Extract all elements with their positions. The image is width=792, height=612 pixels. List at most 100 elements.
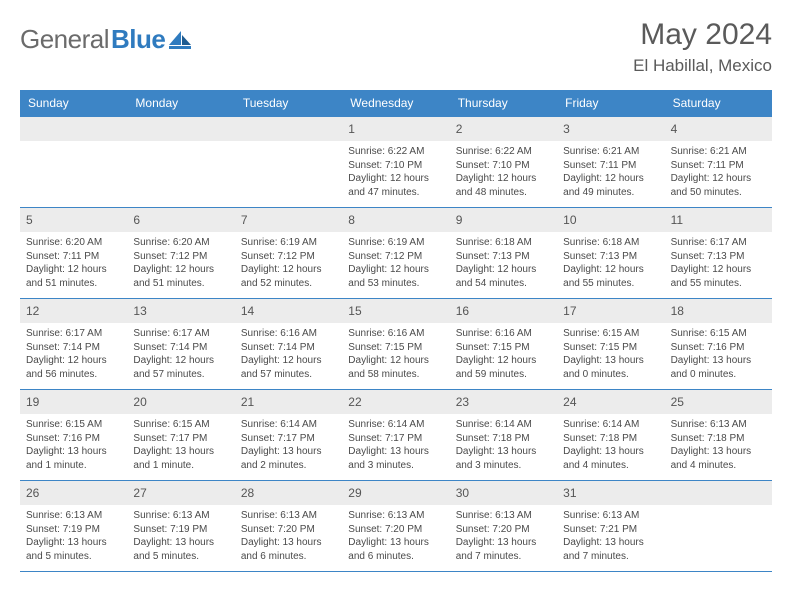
weekday-header-row: SundayMondayTuesdayWednesdayThursdayFrid… xyxy=(20,90,772,117)
day-number-row: 20 xyxy=(127,390,234,414)
day-number-row: . xyxy=(127,117,234,141)
day-number: 3 xyxy=(563,122,570,136)
weekday-header: Thursday xyxy=(450,90,557,117)
day-number: 23 xyxy=(456,395,469,409)
day-number-row: 10 xyxy=(557,208,664,232)
day-number: 1 xyxy=(348,122,355,136)
calendar-day: 11Sunrise: 6:17 AMSunset: 7:13 PMDayligh… xyxy=(665,208,772,298)
calendar-day: 7 Sunrise: 6:19 AMSunset: 7:12 PMDaylight… xyxy=(235,208,342,298)
calendar-day: 9 Sunrise: 6:18 AMSunset: 7:13 PMDaylight… xyxy=(450,208,557,298)
calendar-day: 22 Sunrise: 6:14 AMSunset: 7:17 PMDayligh… xyxy=(342,390,449,480)
day-details: Sunrise: 6:22 AMSunset: 7:10 PMDaylight:… xyxy=(456,145,551,199)
day-number: 13 xyxy=(133,304,146,318)
day-details: Sunrise: 6:14 AMSunset: 7:18 PMDaylight:… xyxy=(563,418,658,472)
day-number-row: 18 xyxy=(665,299,772,323)
day-number-row: . xyxy=(235,117,342,141)
calendar-day: . xyxy=(20,117,127,207)
calendar-day: 19 Sunrise: 6:15 AMSunset: 7:16 PMDayligh… xyxy=(20,390,127,480)
day-details: Sunrise: 6:19 AMSunset: 7:12 PMDaylight:… xyxy=(348,236,443,290)
day-details: Sunrise: 6:21 AMSunset: 7:11 PMDaylight:… xyxy=(671,145,766,199)
day-number-row: 16 xyxy=(450,299,557,323)
day-details: Sunrise: 6:13 AMSunset: 7:20 PMDaylight:… xyxy=(241,509,336,563)
day-number-row: 4 xyxy=(665,117,772,141)
day-number-row: 19 xyxy=(20,390,127,414)
weekday-header: Friday xyxy=(557,90,664,117)
day-number: 4 xyxy=(671,122,678,136)
day-number: 19 xyxy=(26,395,39,409)
day-number-row: 28 xyxy=(235,481,342,505)
calendar-day: 20Sunrise: 6:15 AMSunset: 7:17 PMDayligh… xyxy=(127,390,234,480)
calendar-week: 19 Sunrise: 6:15 AMSunset: 7:16 PMDayligh… xyxy=(20,390,772,481)
day-details: Sunrise: 6:16 AMSunset: 7:14 PMDaylight:… xyxy=(241,327,336,381)
day-number-row: 12 xyxy=(20,299,127,323)
weekday-header: Monday xyxy=(127,90,234,117)
day-number: 9 xyxy=(456,213,463,227)
calendar-day: 4 Sunrise: 6:21 AMSunset: 7:11 PMDaylight… xyxy=(665,117,772,207)
day-details: Sunrise: 6:20 AMSunset: 7:11 PMDaylight:… xyxy=(26,236,121,290)
calendar-day: 15Sunrise: 6:16 AMSunset: 7:15 PMDayligh… xyxy=(342,299,449,389)
calendar-day: 27Sunrise: 6:13 AMSunset: 7:19 PMDayligh… xyxy=(127,481,234,571)
day-number-row: 5 xyxy=(20,208,127,232)
day-number: 17 xyxy=(563,304,576,318)
calendar-day: 28 Sunrise: 6:13 AMSunset: 7:20 PMDayligh… xyxy=(235,481,342,571)
calendar-day: 8 Sunrise: 6:19 AMSunset: 7:12 PMDaylight… xyxy=(342,208,449,298)
day-details: Sunrise: 6:17 AMSunset: 7:14 PMDaylight:… xyxy=(26,327,121,381)
day-number-row: 24 xyxy=(557,390,664,414)
day-number: 24 xyxy=(563,395,576,409)
day-number-row: . xyxy=(20,117,127,141)
day-number-row: 11 xyxy=(665,208,772,232)
day-details: Sunrise: 6:16 AMSunset: 7:15 PMDaylight:… xyxy=(348,327,443,381)
weekday-header: Wednesday xyxy=(342,90,449,117)
day-details: Sunrise: 6:14 AMSunset: 7:17 PMDaylight:… xyxy=(348,418,443,472)
calendar-day: 31Sunrise: 6:13 AMSunset: 7:21 PMDayligh… xyxy=(557,481,664,571)
calendar-week: 12 Sunrise: 6:17 AMSunset: 7:14 PMDayligh… xyxy=(20,299,772,390)
calendar-day: . xyxy=(235,117,342,207)
day-number-row: 22 xyxy=(342,390,449,414)
day-details: Sunrise: 6:19 AMSunset: 7:12 PMDaylight:… xyxy=(241,236,336,290)
day-details: Sunrise: 6:13 AMSunset: 7:19 PMDaylight:… xyxy=(133,509,228,563)
day-number: 5 xyxy=(26,213,33,227)
day-number-row: 23 xyxy=(450,390,557,414)
day-number: 20 xyxy=(133,395,146,409)
day-number-row: 21 xyxy=(235,390,342,414)
day-number-row: 8 xyxy=(342,208,449,232)
day-number: 6 xyxy=(133,213,140,227)
calendar-day: . xyxy=(665,481,772,571)
day-number-row: 30 xyxy=(450,481,557,505)
calendar-day: 21Sunrise: 6:14 AMSunset: 7:17 PMDayligh… xyxy=(235,390,342,480)
calendar-day: 23 Sunrise: 6:14 AMSunset: 7:18 PMDayligh… xyxy=(450,390,557,480)
brand-sail-icon xyxy=(169,31,191,49)
day-number: 2 xyxy=(456,122,463,136)
day-number: 11 xyxy=(671,213,683,227)
day-number: 28 xyxy=(241,486,254,500)
brand-name-part1: General xyxy=(20,24,109,55)
day-number: 31 xyxy=(563,486,576,500)
day-number: 29 xyxy=(348,486,361,500)
day-number-row: 17 xyxy=(557,299,664,323)
day-details: Sunrise: 6:15 AMSunset: 7:16 PMDaylight:… xyxy=(26,418,121,472)
day-number: 12 xyxy=(26,304,39,318)
calendar-day: 10 Sunrise: 6:18 AMSunset: 7:13 PMDayligh… xyxy=(557,208,664,298)
day-number: 26 xyxy=(26,486,39,500)
day-details: Sunrise: 6:22 AMSunset: 7:10 PMDaylight:… xyxy=(348,145,443,199)
calendar-day: 24 Sunrise: 6:14 AMSunset: 7:18 PMDayligh… xyxy=(557,390,664,480)
weekday-header: Sunday xyxy=(20,90,127,117)
day-details: Sunrise: 6:13 AMSunset: 7:19 PMDaylight:… xyxy=(26,509,121,563)
calendar-day: 12 Sunrise: 6:17 AMSunset: 7:14 PMDayligh… xyxy=(20,299,127,389)
day-details: Sunrise: 6:18 AMSunset: 7:13 PMDaylight:… xyxy=(563,236,658,290)
day-details: Sunrise: 6:18 AMSunset: 7:13 PMDaylight:… xyxy=(456,236,551,290)
day-number-row: 9 xyxy=(450,208,557,232)
day-number-row: 13 xyxy=(127,299,234,323)
calendar-day: 1 Sunrise: 6:22 AMSunset: 7:10 PMDaylight… xyxy=(342,117,449,207)
day-number-row: 25 xyxy=(665,390,772,414)
day-number-row: 14 xyxy=(235,299,342,323)
day-number-row: 2 xyxy=(450,117,557,141)
calendar-day: 18Sunrise: 6:15 AMSunset: 7:16 PMDayligh… xyxy=(665,299,772,389)
day-number: 18 xyxy=(671,304,684,318)
calendar-day: 3Sunrise: 6:21 AMSunset: 7:11 PMDaylight… xyxy=(557,117,664,207)
day-number: 7 xyxy=(241,213,248,227)
day-details: Sunrise: 6:14 AMSunset: 7:18 PMDaylight:… xyxy=(456,418,551,472)
day-number: 22 xyxy=(348,395,361,409)
day-number-row: 6 xyxy=(127,208,234,232)
header: GeneralBlue May 2024 El Habillal, Mexico xyxy=(20,18,772,76)
